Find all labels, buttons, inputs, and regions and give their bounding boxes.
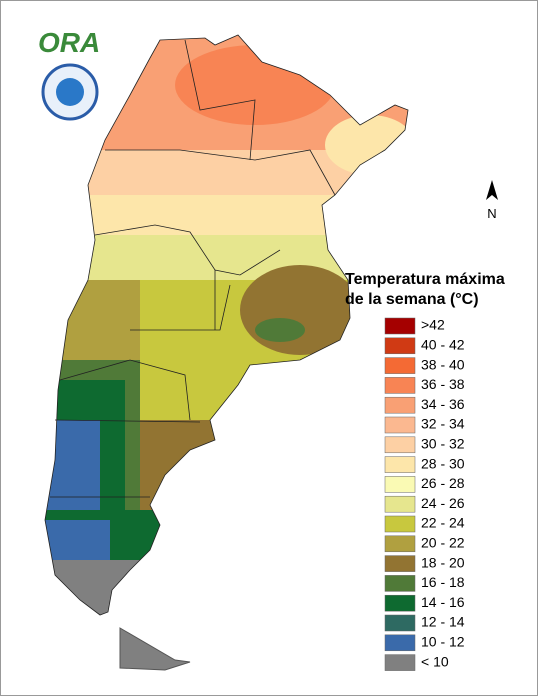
legend-label: < 10 [421, 653, 449, 669]
legend-swatch [384, 555, 416, 572]
seal-center [56, 78, 84, 106]
legend-swatch [384, 396, 416, 414]
legend-swatch [384, 634, 416, 652]
legend-label: >42 [421, 317, 445, 333]
legend-title: de la semana (°C) [345, 291, 479, 308]
legend-swatch [384, 495, 416, 513]
legend: Temperatura máxima de la semana (°C) >42 40… [345, 271, 505, 671]
legend-swatch [384, 575, 416, 592]
legend-swatch [384, 614, 416, 632]
legend-label: 40 - 42 [421, 337, 465, 353]
legend-swatch [384, 357, 416, 374]
legend-label: 22 - 24 [421, 515, 465, 531]
legend-swatch [384, 535, 416, 553]
legend-swatch [384, 416, 416, 434]
legend-title: Temperatura máxima [345, 271, 505, 288]
north-arrow [486, 180, 498, 200]
legend-label: 20 - 22 [421, 535, 465, 551]
legend-label: 24 - 26 [421, 495, 465, 511]
legend-label: 30 - 32 [421, 436, 465, 452]
legend-swatch [384, 515, 416, 533]
legend-label: 36 - 38 [421, 376, 465, 392]
legend-swatch [384, 377, 416, 394]
legend-label: 12 - 14 [421, 614, 465, 630]
legend-label: 34 - 36 [421, 396, 465, 412]
north-label: N [487, 206, 496, 221]
legend-label: 18 - 20 [421, 554, 465, 570]
legend-label: 14 - 16 [421, 594, 465, 610]
legend-label: 38 - 40 [421, 356, 465, 372]
legend-swatch [384, 436, 416, 454]
legend-swatch [384, 456, 416, 473]
legend-swatch [384, 317, 416, 335]
country-outline [44, 34, 409, 616]
legend-label: 10 - 12 [421, 634, 465, 650]
legend-swatch [384, 476, 416, 493]
province-borders [50, 39, 336, 498]
legend-swatch [384, 337, 416, 355]
legend-label: 32 - 34 [421, 416, 465, 432]
legend-swatch [384, 654, 416, 671]
legend-label: 28 - 30 [421, 455, 465, 471]
logo: ORA [38, 27, 100, 58]
tierra-del-fuego [119, 627, 191, 671]
legend-label: 16 - 18 [421, 574, 465, 590]
legend-swatch [384, 594, 416, 612]
legend-label: 26 - 28 [421, 475, 465, 491]
